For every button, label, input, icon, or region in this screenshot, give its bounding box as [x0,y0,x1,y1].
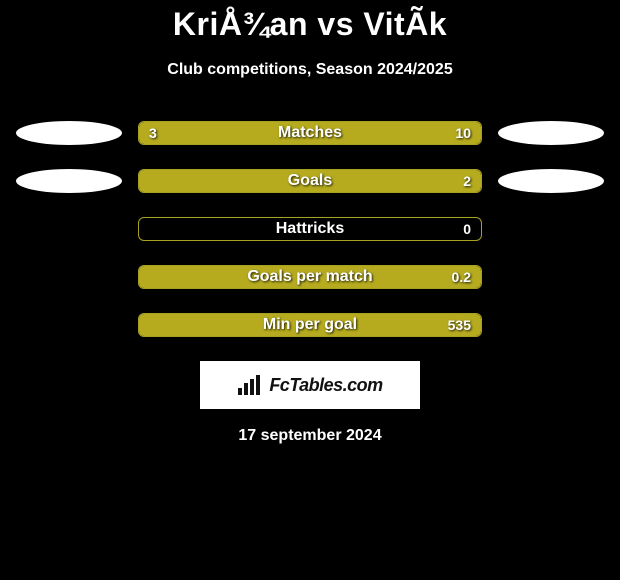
stat-bar: Hattricks 0 [138,217,482,241]
stat-bar: Matches 3 10 [138,121,482,145]
page-container: KriÅ¾an vs VitÃ­k Club competitions, Sea… [0,0,620,445]
stat-row: Hattricks 0 [0,217,620,241]
stat-label: Hattricks [276,220,344,238]
player-left-marker [16,121,122,145]
player-right-marker [498,169,604,193]
stat-row: Goals per match 0.2 [0,265,620,289]
stat-label: Min per goal [263,316,357,334]
bar-fill-right [218,122,481,144]
stat-label: Matches [278,124,342,142]
stat-row: Goals 2 [0,169,620,193]
stat-label: Goals per match [247,268,372,286]
stat-value-right: 0 [463,221,471,237]
player-left-marker [16,169,122,193]
stat-bar: Goals per match 0.2 [138,265,482,289]
brand-bars-icon [237,374,263,396]
stat-value-left: 3 [149,125,157,141]
stat-row: Min per goal 535 [0,313,620,337]
page-subtitle: Club competitions, Season 2024/2025 [0,61,620,79]
stat-row: Matches 3 10 [0,121,620,145]
stat-value-right: 535 [448,317,471,333]
stats-rows: Matches 3 10 Goals 2 Hattricks 0 Goals per matc… [0,121,620,337]
stat-value-right: 10 [455,125,471,141]
stat-value-right: 0.2 [452,269,471,285]
brand-badge[interactable]: FcTables.com [200,361,420,409]
stat-bar: Goals 2 [138,169,482,193]
stat-value-right: 2 [463,173,471,189]
brand-inner: FcTables.com [237,374,382,396]
stat-bar: Min per goal 535 [138,313,482,337]
stat-label: Goals [288,172,332,190]
page-title: KriÅ¾an vs VitÃ­k [0,6,620,43]
player-right-marker [498,121,604,145]
brand-text: FcTables.com [269,375,382,396]
date-text: 17 september 2024 [0,427,620,445]
